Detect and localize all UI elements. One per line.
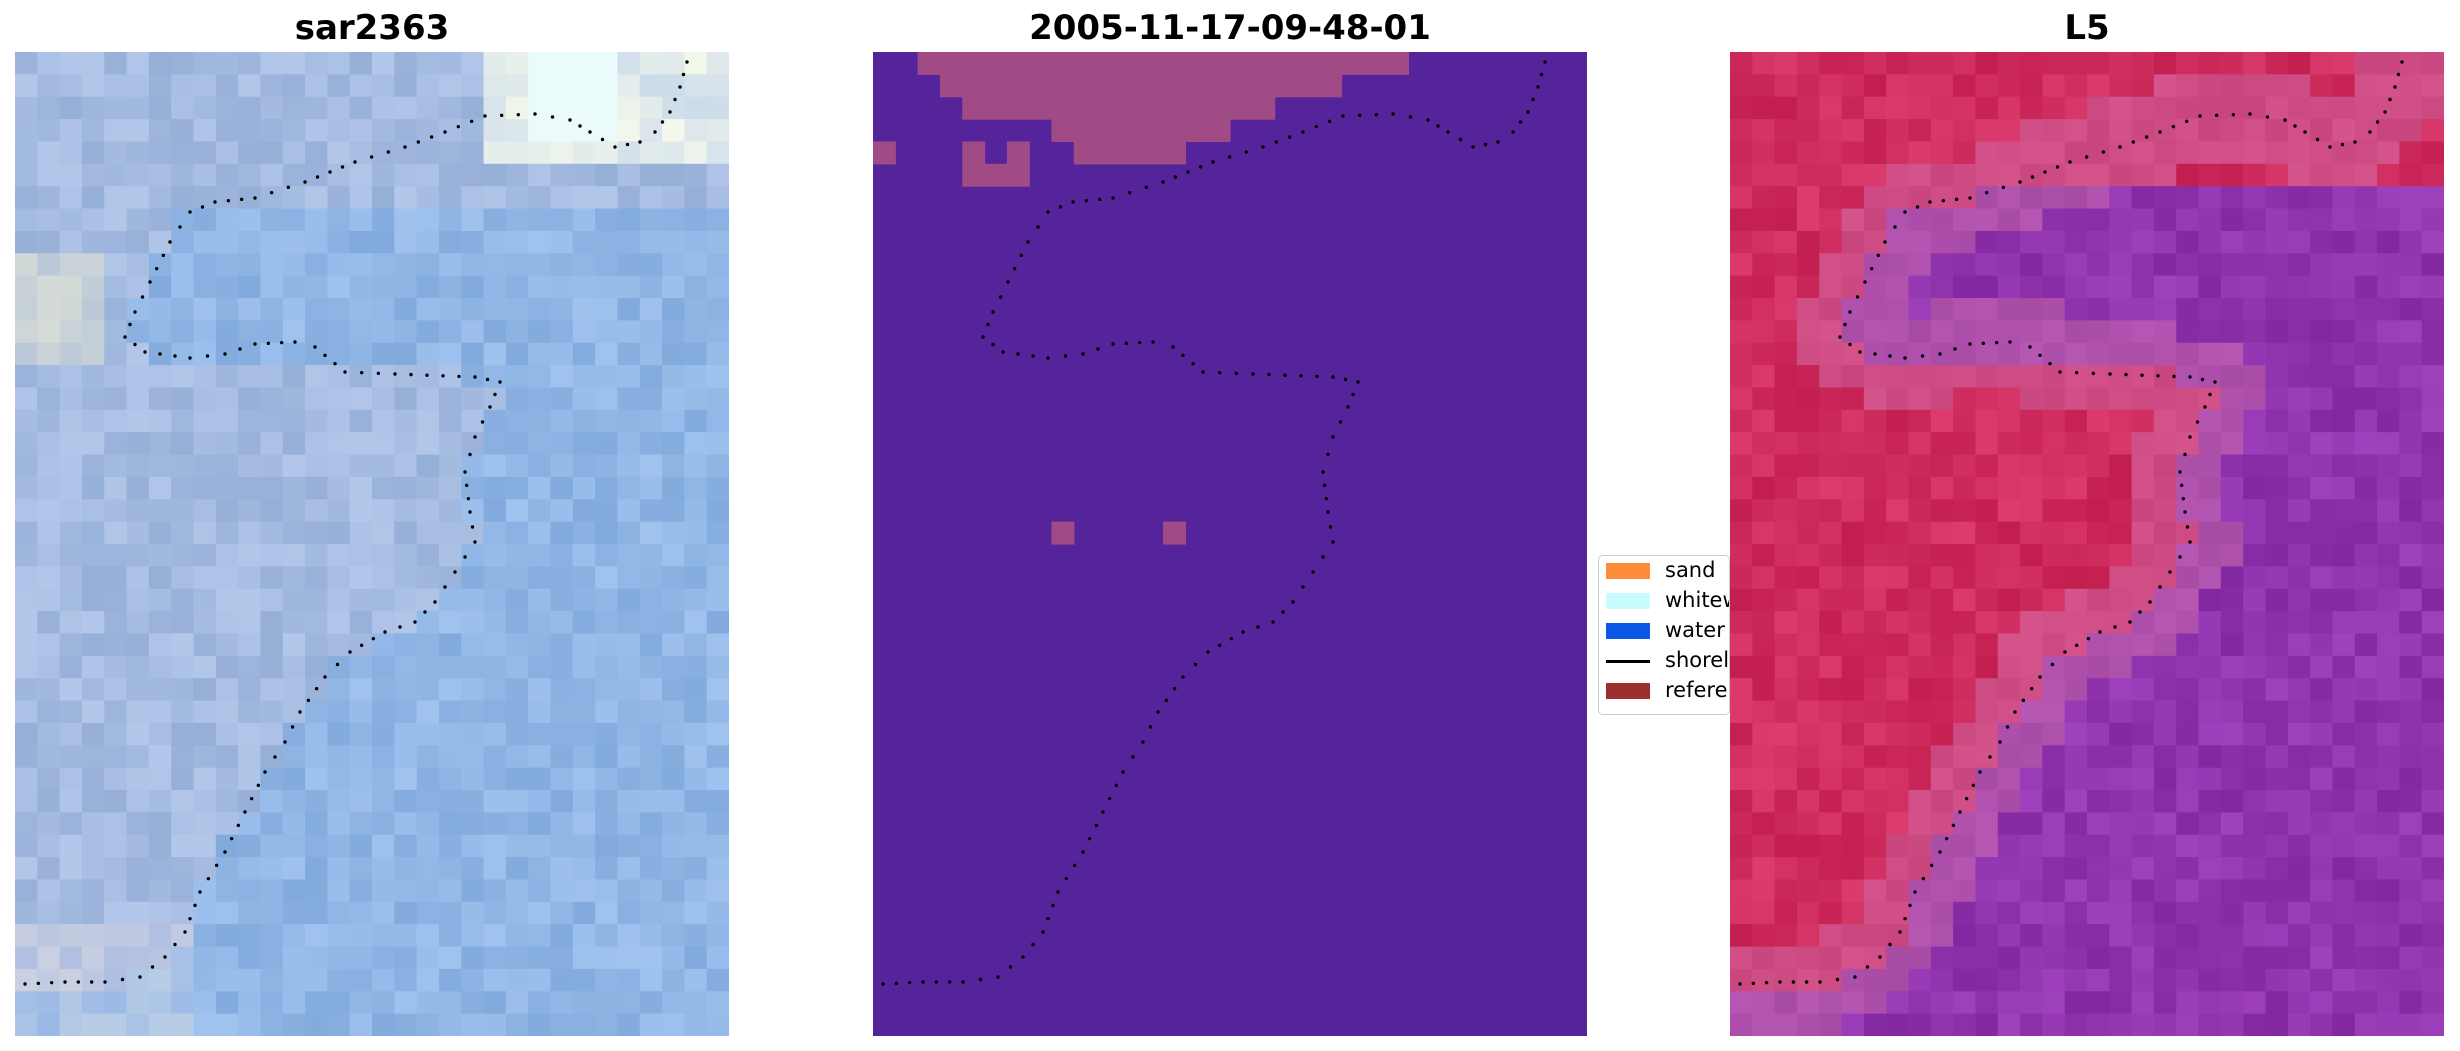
panel-title-index: L5 <box>2064 8 2110 48</box>
water-swatch <box>1606 623 1650 639</box>
legend-label: shorel <box>1665 648 1730 672</box>
legend-item-water: water <box>1599 616 1729 646</box>
shoreline-dots <box>1738 60 2404 986</box>
shoreline-line-swatch <box>1606 660 1650 663</box>
panel-title-classification: 2005-11-17-09-48-01 <box>1029 8 1431 48</box>
index-panel <box>1730 52 2444 1036</box>
rgb-image <box>15 52 729 1036</box>
reference-swatch <box>1606 683 1650 699</box>
legend-label: water <box>1665 618 1725 642</box>
legend-item-sand: sand <box>1599 556 1729 586</box>
shoreline-dots <box>23 60 689 986</box>
sand-swatch <box>1606 563 1650 579</box>
panel-title-rgb: sar2363 <box>294 8 450 48</box>
whitewater-swatch <box>1606 593 1650 609</box>
classification-panel <box>873 52 1587 1036</box>
legend-label: referer <box>1665 678 1730 702</box>
shoreline-dots <box>881 60 1547 986</box>
index-map <box>1730 52 2444 1036</box>
legend-label: sand <box>1665 558 1716 582</box>
rgb-image-panel <box>15 52 729 1036</box>
legend-item-reference: referer <box>1599 676 1729 706</box>
classification-map <box>873 52 1587 1036</box>
legend-item-shoreline: shorel <box>1599 646 1729 676</box>
